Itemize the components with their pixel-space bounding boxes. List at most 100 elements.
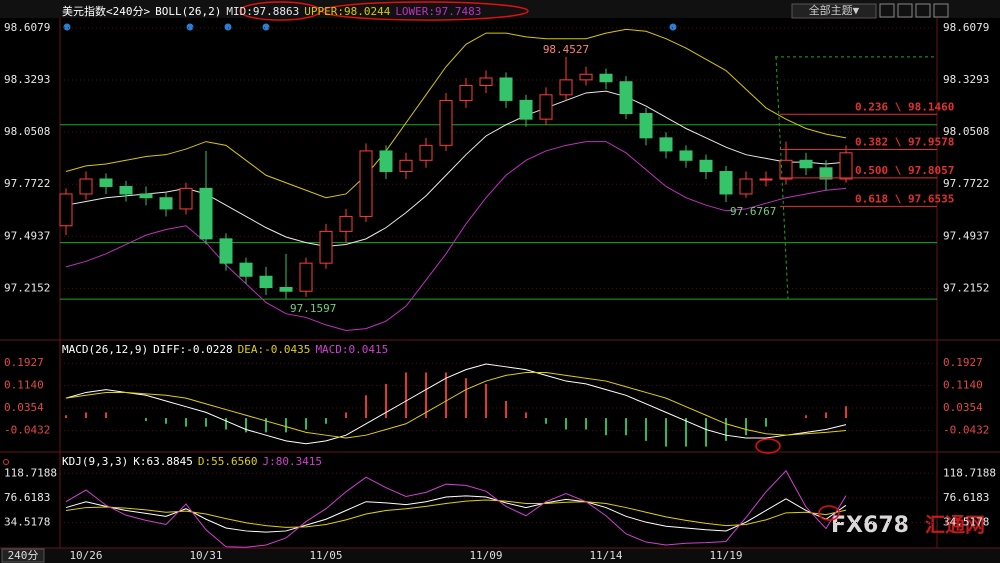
macd-header: MACD(26,12,9) DIFF:-0.0228 DEA:-0.0435 MACD…	[62, 343, 398, 356]
y-tick-label: 98.0508	[4, 125, 50, 138]
y-tick-label: 97.4937	[943, 229, 989, 242]
fib-label: 0.500 \ 97.8057	[855, 164, 954, 177]
candle-body	[699, 159, 713, 173]
candle-body	[259, 275, 273, 288]
legend-entry: D:55.6560	[197, 455, 258, 468]
watermark-cn: 汇通网	[925, 513, 985, 537]
highlight-circles	[239, 1, 840, 521]
y-tick-label: -0.0432	[4, 423, 50, 436]
y-tick-label: -0.0432	[943, 423, 989, 436]
candle-body	[199, 187, 213, 240]
y-tick-label: 76.6183	[4, 491, 50, 504]
candle-body	[819, 167, 833, 180]
y-tick-label: 97.2152	[943, 281, 989, 294]
legend-entry: K:63.8845	[133, 455, 193, 468]
chart-title: 美元指数<240分>	[62, 5, 151, 18]
candle-body	[759, 178, 773, 181]
candle-body	[339, 215, 353, 232]
indicator-name: BOLL(26,2)	[155, 5, 222, 18]
low-label: 97.6767	[730, 205, 776, 218]
legend-entry: DEA:-0.0435	[237, 343, 311, 356]
indicator-line	[65, 28, 847, 199]
candle-body	[579, 73, 593, 81]
theme-button-label[interactable]: 全部主题▼	[809, 3, 860, 17]
y-tick-label: 0.0354	[4, 401, 44, 414]
candle-body	[99, 178, 113, 187]
y-tick-label: 76.6183	[943, 491, 989, 504]
legend-entry: MID:97.8863	[226, 5, 300, 18]
candle-body	[359, 150, 373, 217]
indicator-line	[65, 499, 847, 528]
x-tick-label: 11/09	[469, 549, 502, 562]
y-tick-label: 97.4937	[4, 229, 50, 242]
candle-body	[599, 73, 613, 83]
y-tick-label: 118.7188	[943, 466, 996, 479]
y-tick-label: 98.6079	[4, 21, 50, 34]
macd-title: MACD(26,12,9)	[62, 343, 149, 356]
candle-body	[139, 193, 153, 199]
candle-body	[539, 94, 553, 120]
candle-body	[679, 150, 693, 161]
y-tick-label: 0.1927	[943, 356, 983, 369]
y-tick-label: 97.7722	[943, 177, 989, 190]
candle-body	[279, 286, 293, 292]
y-tick-label: 34.5178	[943, 515, 989, 528]
legend: MID:97.8863 UPPER:98.0244 LOWER:97.7483	[226, 5, 486, 18]
indicator-line	[65, 469, 847, 548]
theme-button[interactable]	[791, 3, 877, 19]
candle-body	[439, 99, 453, 146]
x-tick-label: 10/31	[189, 549, 222, 562]
y-tick-label: 98.6079	[943, 21, 989, 34]
legend-entry: MACD:0.0415	[315, 343, 389, 356]
candle-body	[419, 144, 433, 161]
candle-body	[319, 230, 333, 264]
indicator-line	[65, 90, 847, 247]
candle-body	[559, 79, 573, 96]
fib-label: 0.236 \ 98.1460	[855, 100, 954, 113]
kdj-header: KDJ(9,3,3) K:63.8845 D:55.6560 J:80.3415	[62, 455, 332, 468]
candle-body	[119, 185, 133, 195]
legend: DIFF:-0.0228 DEA:-0.0435 MACD:0.0415	[153, 343, 393, 356]
fib-label: 0.382 \ 97.9578	[855, 135, 954, 148]
period-label[interactable]: 240分	[8, 549, 39, 562]
y-tick-label: 98.3293	[4, 73, 50, 86]
fib-label: 0.618 \ 97.6535	[855, 192, 954, 205]
kdj-title: KDJ(9,3,3)	[62, 455, 129, 468]
candle-body	[239, 262, 253, 277]
candle-body	[219, 238, 233, 264]
x-tick-label: 11/05	[309, 549, 342, 562]
candle-body	[459, 84, 473, 101]
indicator-line	[65, 372, 847, 439]
candle-body	[379, 150, 393, 173]
legend-entry: DIFF:-0.0228	[153, 343, 233, 356]
candle-body	[619, 81, 633, 115]
period-button[interactable]	[1, 548, 45, 563]
candle-body	[179, 187, 193, 210]
legend-entry: UPPER:98.0244	[304, 5, 391, 18]
y-tick-label: 0.1140	[943, 379, 983, 392]
legend: K:63.8845 D:55.6560 J:80.3415	[133, 455, 327, 468]
y-tick-label: 98.0508	[943, 125, 989, 138]
event-markers	[63, 23, 677, 31]
candle-body	[739, 178, 753, 195]
candle-body	[719, 171, 733, 195]
legend-entry: LOWER:97.7483	[395, 5, 482, 18]
indicator-line	[65, 363, 847, 445]
x-tick-label: 11/14	[589, 549, 622, 562]
candle-body	[839, 152, 853, 180]
y-tick-label: 97.2152	[4, 281, 50, 294]
y-tick-label: 0.1927	[4, 356, 44, 369]
candle-body	[659, 137, 673, 152]
window-icons[interactable]	[879, 3, 949, 18]
candle-body	[59, 193, 73, 227]
watermark-brand: FX678	[831, 513, 909, 538]
candle-body	[779, 159, 793, 180]
indicator-line	[65, 495, 847, 533]
y-tick-label: 118.7188	[4, 466, 57, 479]
y-tick-label: 34.5178	[4, 515, 50, 528]
candle-body	[79, 178, 93, 195]
y-tick-label: 97.7722	[4, 177, 50, 190]
candle-body	[299, 262, 313, 292]
candle-body	[159, 197, 173, 210]
